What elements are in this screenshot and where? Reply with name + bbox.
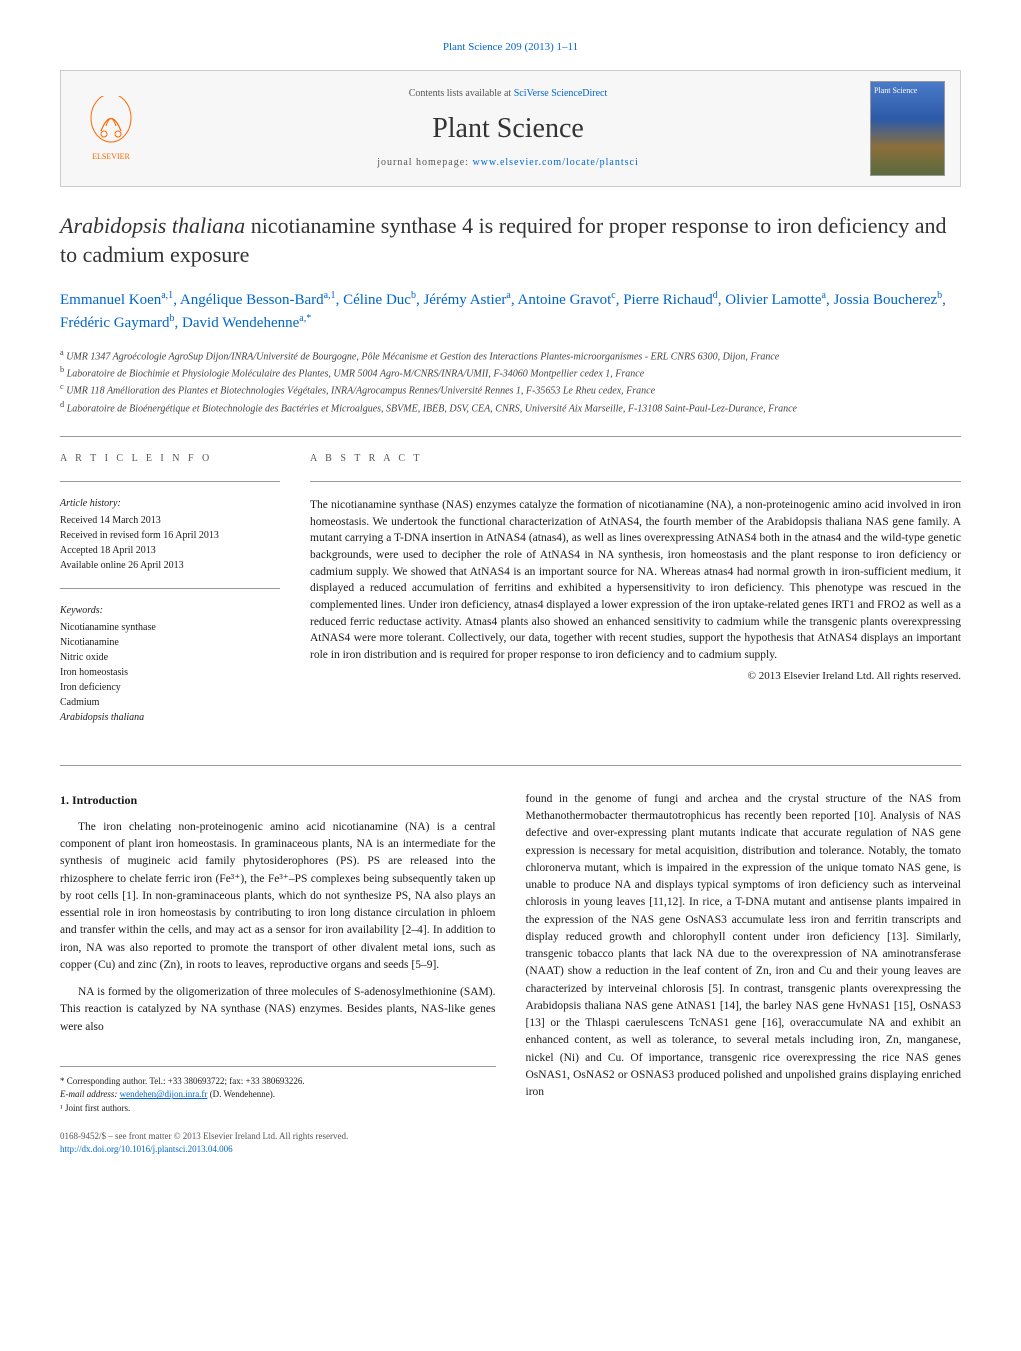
author-name: Pierre Richaud [623,292,713,308]
article-title: Arabidopsis thaliana nicotianamine synth… [60,212,961,269]
author-affiliation-sup: b [170,313,175,324]
author-affiliation-sup: b [937,290,942,301]
body-paragraph: found in the genome of fungi and archea … [526,791,962,1102]
author-affiliation-sup: a,1 [324,290,336,301]
author-affiliation-sup: a,* [299,313,311,324]
homepage-line: journal homepage: www.elsevier.com/locat… [146,156,870,170]
keywords-label: Keywords: [60,604,280,618]
author-affiliation-sup: c [611,290,615,301]
author-name: Angélique Besson-Bard [180,292,324,308]
history-line: Received 14 March 2013 [60,513,280,528]
divider-rule [60,765,961,766]
author-name: David Wendehenne [182,315,299,331]
elsevier-logo: ELSEVIER [76,89,146,169]
journal-cover-thumbnail: Plant Science [870,81,945,176]
history-line: Available online 26 April 2013 [60,558,280,573]
body-left-column: 1. Introduction The iron chelating non-p… [60,791,496,1116]
author-name: Céline Duc [343,292,411,308]
journal-banner: ELSEVIER Contents lists available at Sci… [60,70,961,187]
author-affiliation-sup: a,1 [161,290,173,301]
journal-homepage-link[interactable]: www.elsevier.com/locate/plantsci [472,157,638,168]
keyword-line: Iron deficiency [60,680,280,695]
article-info-label: A R T I C L E I N F O [60,452,280,466]
author-affiliation-sup: b [411,290,416,301]
body-paragraph: NA is formed by the oligomerization of t… [60,984,496,1036]
keyword-line: Cadmium [60,695,280,710]
header-citation: Plant Science 209 (2013) 1–11 [60,40,961,55]
abstract-copyright: © 2013 Elsevier Ireland Ltd. All rights … [310,669,961,684]
body-right-column: found in the genome of fungi and archea … [526,791,962,1116]
abstract-text: The nicotianamine synthase (NAS) enzymes… [310,497,961,664]
author-name: Jossia Boucherez [833,292,937,308]
divider-rule [60,436,961,437]
info-abstract-row: A R T I C L E I N F O Article history: R… [60,452,961,740]
history-label: Article history: [60,497,280,511]
affiliation-line: d Laboratoire de Bioénergétique et Biote… [60,399,961,416]
footnotes-block: * Corresponding author. Tel.: +33 380693… [60,1066,496,1116]
author-affiliation-sup: d [713,290,718,301]
keyword-line: Nicotianamine synthase [60,620,280,635]
author-name: Antoine Gravot [518,292,612,308]
footer-block: 0168-9452/$ – see front matter © 2013 El… [60,1130,961,1155]
journal-name: Plant Science [146,109,870,148]
footer-copyright: 0168-9452/$ – see front matter © 2013 El… [60,1130,961,1143]
abstract-column: A B S T R A C T The nicotianamine syntha… [310,452,961,740]
affiliation-line: b Laboratoire de Biochimie et Physiologi… [60,364,961,381]
keywords-block: Keywords: Nicotianamine synthaseNicotian… [60,604,280,725]
affiliation-line: c UMR 118 Amélioration des Plantes et Bi… [60,381,961,398]
keyword-line: Nitric oxide [60,650,280,665]
body-paragraph: The iron chelating non-proteinogenic ami… [60,819,496,974]
keyword-line: Arabidopsis thaliana [60,710,280,725]
author-name: Frédéric Gaymard [60,315,170,331]
banner-center: Contents lists available at SciVerse Sci… [146,87,870,170]
affiliation-line: a UMR 1347 Agroécologie AgroSup Dijon/IN… [60,347,961,364]
authors-list: Emmanuel Koena,1, Angélique Besson-Barda… [60,288,961,335]
keyword-line: Nicotianamine [60,635,280,650]
divider-rule [60,481,280,482]
sciencedirect-link[interactable]: SciVerse ScienceDirect [514,88,608,99]
keyword-line: Iron homeostasis [60,665,280,680]
author-name: Jérémy Astier [423,292,506,308]
author-name: Emmanuel Koen [60,292,161,308]
history-line: Received in revised form 16 April 2013 [60,528,280,543]
abstract-label: A B S T R A C T [310,452,961,466]
contents-line: Contents lists available at SciVerse Sci… [146,87,870,101]
author-affiliation-sup: a [821,290,825,301]
article-history-block: Article history: Received 14 March 2013R… [60,497,280,573]
affiliations-list: a UMR 1347 Agroécologie AgroSup Dijon/IN… [60,347,961,416]
author-affiliation-sup: a [506,290,510,301]
author-name: Olivier Lamotte [725,292,821,308]
doi-link[interactable]: http://dx.doi.org/10.1016/j.plantsci.201… [60,1144,233,1154]
elsevier-label: ELSEVIER [92,151,130,162]
banner-left: ELSEVIER [76,89,146,169]
body-two-column: 1. Introduction The iron chelating non-p… [60,791,961,1116]
divider-rule [310,481,961,482]
corresponding-author-note: * Corresponding author. Tel.: +33 380693… [60,1075,496,1089]
divider-rule [60,588,280,589]
joint-authors-note: ¹ Joint first authors. [60,1102,496,1116]
history-line: Accepted 18 April 2013 [60,543,280,558]
email-line: E-mail address: wendehen@dijon.inra.fr (… [60,1088,496,1102]
section-heading: 1. Introduction [60,791,496,809]
email-link[interactable]: wendehen@dijon.inra.fr [120,1089,208,1099]
article-info-column: A R T I C L E I N F O Article history: R… [60,452,280,740]
